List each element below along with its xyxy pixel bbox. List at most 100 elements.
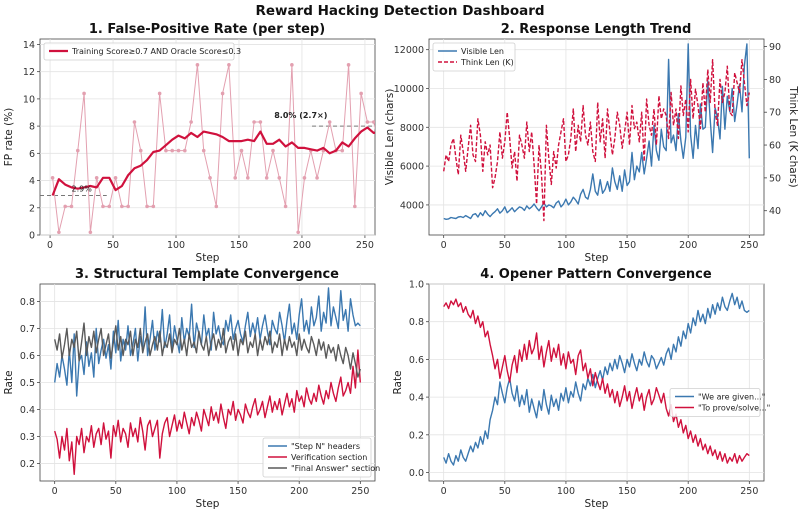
y-tick-label: 0.0 xyxy=(409,468,424,479)
data-point xyxy=(264,176,269,180)
y-tick-label: 0.7 xyxy=(20,324,35,335)
series-line xyxy=(52,64,375,233)
data-point xyxy=(189,120,193,124)
dashboard-title: Reward Hacking Detection Dashboard xyxy=(255,3,544,19)
data-point xyxy=(214,204,219,209)
x-tick-label: 0 xyxy=(52,486,58,497)
data-point xyxy=(138,148,143,153)
legend: "Step N" headers Verification section "Fin… xyxy=(262,437,380,478)
data-point xyxy=(296,230,300,235)
x-tick-label: 50 xyxy=(499,486,511,497)
legend-label: Verification section xyxy=(291,453,367,462)
legend-label: Training Score≥0.7 AND Oracle Score≤0.3 xyxy=(71,47,241,56)
data-point xyxy=(201,148,206,153)
x-tick-label: 100 xyxy=(167,240,185,251)
y-right-tick-label: 60 xyxy=(769,141,781,152)
data-point xyxy=(145,204,149,209)
x-tick-label: 250 xyxy=(351,486,369,497)
series-line xyxy=(51,126,375,196)
data-point xyxy=(315,176,319,180)
x-tick-label: 0 xyxy=(441,486,447,497)
legend-label: Think Len (K) xyxy=(460,58,514,67)
x-tick-label: 100 xyxy=(557,486,575,497)
x-axis-label: Step xyxy=(585,498,609,510)
y-right-axis-label: Think Len (K chars) xyxy=(787,85,799,187)
y-tick-label: 14 xyxy=(23,40,35,51)
data-point xyxy=(208,176,212,180)
x-tick-label: 150 xyxy=(229,486,247,497)
y-tick-label: 0 xyxy=(29,231,35,242)
y-tick-label: 8 xyxy=(29,122,35,133)
x-tick-label: 150 xyxy=(618,486,636,497)
x-tick-label: 150 xyxy=(230,240,248,251)
data-point xyxy=(57,230,61,235)
data-point xyxy=(359,91,363,96)
legend: "We are given..." "To prove/solve..." xyxy=(669,388,770,417)
panel-title: 2. Response Length Trend xyxy=(501,22,692,37)
y-axis-label: Rate xyxy=(392,370,404,394)
opener-pattern-panel: 4. Opener Pattern Convergence 0 50 100 150 2… xyxy=(392,267,770,510)
legend-box xyxy=(669,388,761,417)
y-tick-label: 0.3 xyxy=(20,432,35,443)
x-tick-label: 0 xyxy=(47,240,53,251)
x-tick-label: 100 xyxy=(168,486,186,497)
data-point xyxy=(88,230,93,235)
data-point xyxy=(346,63,351,67)
data-point xyxy=(164,148,168,153)
series-line xyxy=(54,349,361,475)
x-tick-label: 50 xyxy=(499,240,511,251)
y-right-tick-label: 90 xyxy=(769,42,781,53)
y-tick-label: 12000 xyxy=(394,45,424,56)
x-tick-label: 250 xyxy=(740,240,758,251)
data-point xyxy=(107,204,112,209)
data-point xyxy=(410,176,414,180)
structural-template-panel: 3. Structural Template Convergence 0 50 10… xyxy=(3,267,380,510)
series-line xyxy=(54,287,361,397)
data-point xyxy=(246,176,250,180)
data-point xyxy=(120,204,124,209)
panel-title: 4. Opener Pattern Convergence xyxy=(480,267,712,282)
x-tick-label: 250 xyxy=(356,240,374,251)
y-tick-label: 8000 xyxy=(400,123,424,134)
y-tick-label: 0.6 xyxy=(20,351,35,362)
data-point xyxy=(258,120,263,124)
data-point xyxy=(340,148,345,153)
data-point xyxy=(378,149,382,153)
legend-box xyxy=(43,42,235,61)
data-point xyxy=(220,91,225,96)
series-line xyxy=(443,298,750,464)
data-point xyxy=(63,204,67,209)
y-axis-label: FP rate (%) xyxy=(3,108,15,167)
data-point xyxy=(371,120,375,124)
series-line xyxy=(54,322,361,378)
y-tick-label: 0.2 xyxy=(409,430,424,441)
data-point xyxy=(239,148,244,153)
x-axis-label: Step xyxy=(196,498,220,510)
x-axis-label: Step xyxy=(196,252,220,264)
data-point xyxy=(403,176,407,180)
panel-title: 3. Structural Template Convergence xyxy=(75,267,339,282)
x-axis-label: Step xyxy=(585,252,609,264)
data-point xyxy=(195,63,200,67)
data-point xyxy=(283,204,288,209)
x-tick-label: 200 xyxy=(293,240,311,251)
x-tick-label: 100 xyxy=(557,240,575,251)
data-point xyxy=(290,63,294,67)
data-point xyxy=(422,149,426,153)
y-tick-label: 10 xyxy=(23,94,35,105)
y-tick-label: 0.6 xyxy=(409,355,424,366)
y-right-tick-label: 40 xyxy=(769,206,781,217)
data-point xyxy=(69,204,74,209)
plot-content xyxy=(54,287,361,475)
x-tick-label: 250 xyxy=(740,486,758,497)
y-right-tick-label: 70 xyxy=(769,108,781,119)
y-axis-label: Visible Len (chars) xyxy=(384,89,396,186)
y-tick-label: 10000 xyxy=(394,84,424,95)
data-point xyxy=(101,204,105,209)
x-tick-label: 0 xyxy=(441,240,447,251)
y-right-tick-label: 80 xyxy=(769,75,781,86)
y-axis-label: Rate xyxy=(3,370,15,394)
x-tick-label: 200 xyxy=(679,486,697,497)
baseline-annotation: 8.0% (2.7×) xyxy=(274,111,327,120)
plot-content xyxy=(40,63,426,235)
